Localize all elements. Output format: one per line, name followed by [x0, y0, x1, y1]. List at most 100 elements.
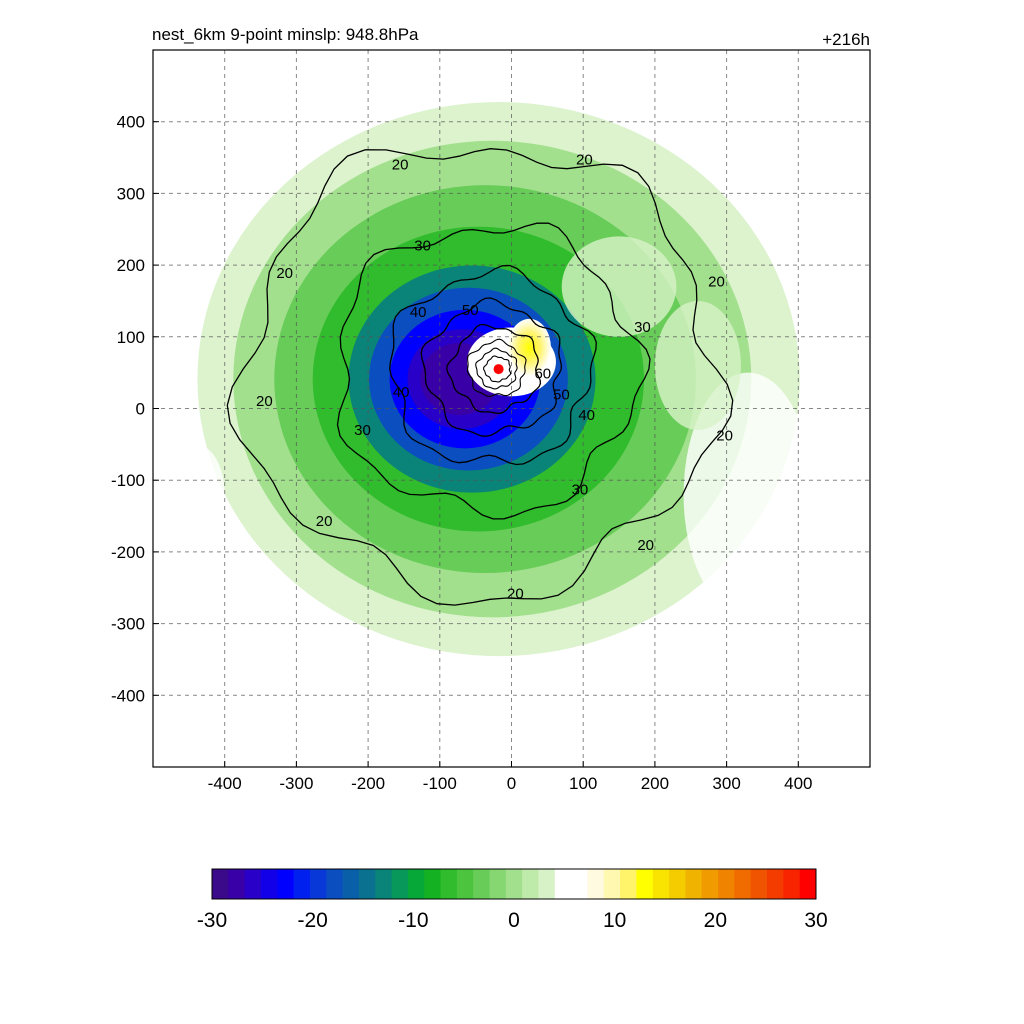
y-tick-label: -300 [111, 615, 145, 634]
eye-contour-1 [475, 347, 518, 390]
contour-label: 30 [634, 319, 651, 336]
colorbar-cell [554, 869, 572, 899]
storm-center-marker [493, 364, 504, 375]
contour-label: 60 [534, 365, 551, 382]
colorbar-cell [358, 869, 376, 899]
y-tick-label: 300 [117, 184, 145, 203]
colorbar-cell [309, 869, 327, 899]
contour-label: 50 [553, 386, 570, 403]
contour-label: 30 [354, 422, 371, 439]
colorbar-frame [211, 868, 817, 900]
y-tick-label: -400 [111, 686, 145, 705]
eye-positive-anomaly [507, 318, 551, 377]
contour-label: 30 [414, 238, 431, 255]
colorbar-tick-label: -10 [398, 909, 428, 932]
colorbar-tick-label: 20 [704, 909, 727, 932]
x-tick-label: 200 [641, 774, 669, 793]
colorbar-cell [538, 869, 556, 899]
colorbar-cell [718, 869, 735, 899]
colorbar-tick-label: 30 [804, 909, 827, 932]
contour-label: 20 [276, 265, 293, 282]
colorbar-cell [456, 869, 474, 899]
colorbar-cell [603, 869, 621, 899]
contour-60 [446, 323, 542, 414]
colorbar-cell [424, 869, 442, 899]
x-tick-label: -200 [351, 774, 385, 793]
contour-label: 20 [637, 537, 654, 554]
colorbar-cell [342, 869, 360, 899]
colorbar-cell [228, 869, 246, 899]
colorbar-cell [391, 869, 409, 899]
contour-40 [389, 264, 597, 466]
colorbar-cell [587, 869, 605, 899]
colorbar-tick-label: 10 [603, 909, 626, 932]
colorbar-cell [783, 869, 801, 899]
contour-label: 20 [716, 427, 733, 444]
y-tick-label: 100 [117, 328, 145, 347]
colorbar-cell [669, 869, 686, 899]
x-tick-label: -300 [279, 774, 313, 793]
colorbar-cell [326, 869, 344, 899]
colorbar-cell [522, 869, 539, 899]
field-patch-2 [167, 444, 225, 545]
contour-label: 20 [708, 274, 725, 291]
y-tick-label: -100 [111, 471, 145, 490]
y-tick-label: 200 [117, 256, 145, 275]
x-tick-label: 0 [507, 774, 516, 793]
y-tick-label: 400 [117, 113, 145, 132]
y-tick-label: -200 [111, 543, 145, 562]
axes: -400 -300 -200 -100 0 100 200 300 40040030020010… [111, 113, 813, 793]
colorbar-tick-label: 0 [508, 909, 520, 932]
contour-label: 20 [507, 585, 524, 602]
contour-label: 40 [393, 384, 410, 401]
x-tick-label: 300 [712, 774, 740, 793]
colorbar-cell [505, 869, 523, 899]
contour-label: 20 [392, 157, 409, 174]
colorbar: -30 -20 -10 0 10 20 30 [197, 868, 828, 932]
colorbar-cell [767, 869, 784, 899]
colorbar-tick-label: -30 [197, 909, 227, 932]
colorbar-cell [244, 869, 262, 899]
contour-50 [420, 297, 562, 437]
contour-label: 40 [578, 407, 595, 424]
colorbar-cell [407, 869, 425, 899]
colorbar-cell [620, 869, 637, 899]
field-patch-0 [683, 372, 813, 617]
field-patch-1 [654, 300, 741, 431]
colorbar-cell [701, 869, 719, 899]
colorbar-tick-label: -20 [297, 909, 327, 932]
colorbar-cell [799, 869, 817, 899]
colorbar-cell [260, 869, 278, 899]
x-tick-label: -100 [423, 774, 457, 793]
contour-label: 20 [576, 152, 593, 169]
field-patch-3 [561, 236, 677, 337]
colorbar-cell [750, 869, 768, 899]
colorbar-cell [473, 869, 491, 899]
contour-label: 30 [572, 481, 589, 498]
contour-20 [226, 148, 734, 606]
contour-30 [336, 222, 651, 520]
colorbar-cell [277, 869, 295, 899]
chart-title: nest_6km 9-point minslp: 948.8hPa [152, 25, 419, 44]
colorbar-cell [489, 869, 507, 899]
contour-label: 20 [256, 393, 273, 410]
colorbar-cell [212, 869, 229, 899]
forecast-hour-label: +216h [822, 30, 870, 49]
colorbar-cell [375, 869, 393, 899]
contour-label: 40 [410, 304, 427, 321]
contour-label: 50 [462, 302, 479, 319]
x-tick-label: 100 [569, 774, 597, 793]
colorbar-cell [652, 869, 670, 899]
colorbar-cell [734, 869, 752, 899]
contour-label: 20 [316, 513, 333, 530]
colorbar-cell [571, 869, 588, 899]
x-tick-label: 400 [784, 774, 812, 793]
y-tick-label: 0 [136, 400, 145, 419]
colorbar-cell [636, 869, 654, 899]
x-tick-label: -400 [208, 774, 242, 793]
colorbar-cell [685, 869, 703, 899]
colorbar-cell [440, 869, 458, 899]
